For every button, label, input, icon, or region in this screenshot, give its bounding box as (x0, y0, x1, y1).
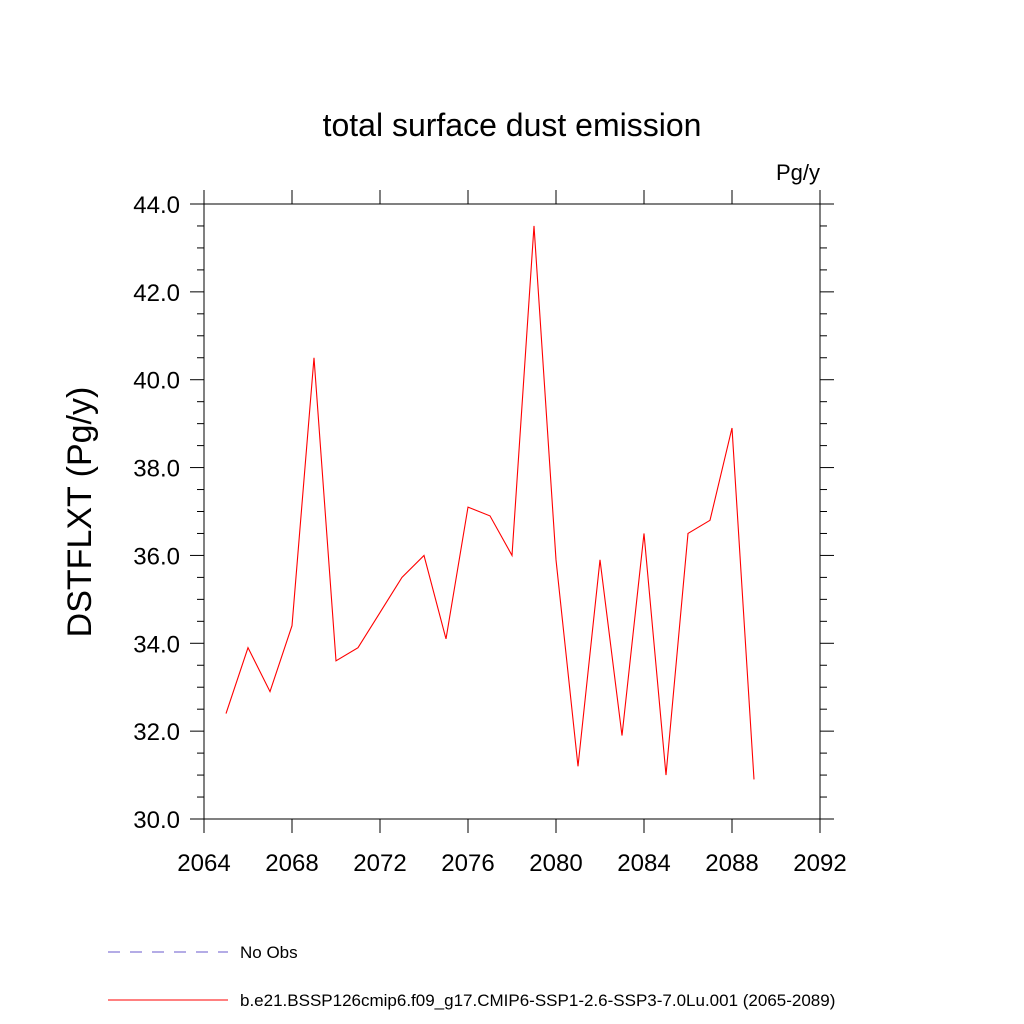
x-tick-label: 2068 (265, 850, 318, 877)
series-line-0 (225, 225, 755, 780)
series-layer (225, 225, 755, 780)
axes: 2064 2068 2072 2076 2080 2084 2088 2092 30.0 32.0… (133, 190, 847, 877)
y-tick-label: 42.0 (133, 280, 180, 307)
x-tick-label: 2084 (617, 850, 670, 877)
x-tick-label: 2092 (793, 850, 846, 877)
legend-label-1: b.e21.BSSP126cmip6.f09_g17.CMIP6-SSP1-2.… (240, 991, 835, 1010)
y-tick-label: 38.0 (133, 456, 180, 483)
x-tick-label: 2072 (353, 850, 406, 877)
units-label: Pg/y (776, 160, 820, 185)
y-tick-label: 30.0 (133, 807, 180, 834)
y-tick-label: 36.0 (133, 543, 180, 570)
y-tick-label: 44.0 (133, 192, 180, 219)
x-tick-label: 2064 (177, 850, 230, 877)
y-tick-label: 34.0 (133, 631, 180, 658)
chart-title: total surface dust emission (323, 107, 702, 143)
y-tick-label: 32.0 (133, 719, 180, 746)
x-tick-label: 2076 (441, 850, 494, 877)
x-tick-label: 2080 (529, 850, 582, 877)
legend: No Obs b.e21.BSSP126cmip6.f09_g17.CMIP6-S… (108, 943, 835, 1010)
plot-frame (203, 203, 821, 820)
y-tick-label: 40.0 (133, 368, 180, 395)
y-axis-title: DSTFLXT (Pg/y) (61, 387, 99, 638)
legend-label-0: No Obs (240, 943, 298, 962)
x-tick-label: 2088 (705, 850, 758, 877)
